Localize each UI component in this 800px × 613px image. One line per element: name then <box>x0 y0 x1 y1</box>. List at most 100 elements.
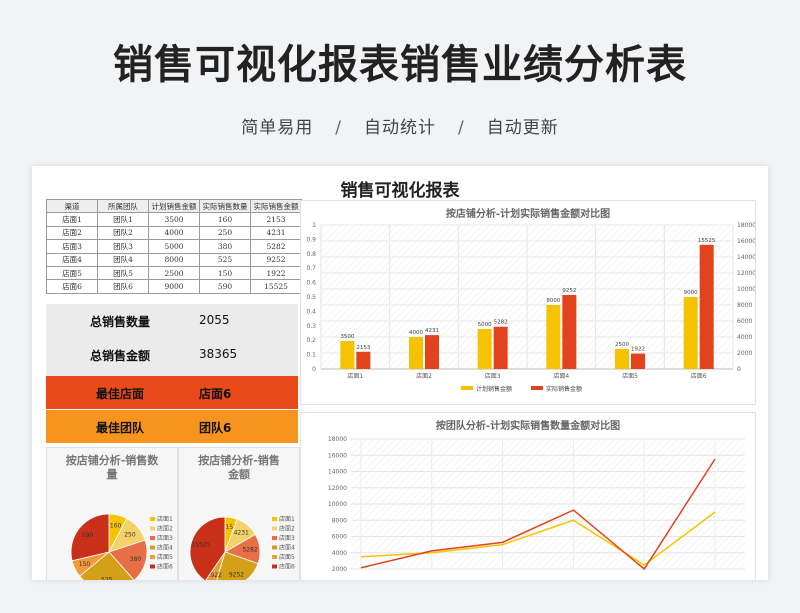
bar-actual <box>699 244 714 369</box>
y-axis-tick: 4000 <box>332 550 347 557</box>
bar-actual <box>631 353 645 369</box>
left-axis-tick: 0.8 <box>306 251 316 258</box>
table-row: 店面2 团队2 4000 250 4231 <box>46 225 302 241</box>
col-header-actual-amount: 实际销售金额 <box>250 198 302 214</box>
cell-plan-amount: 4000 <box>148 225 200 241</box>
left-axis-tick: 0 <box>312 366 316 373</box>
bar-plan <box>340 341 355 369</box>
best-team-label: 最佳团队 <box>96 421 145 435</box>
legend-label: 店面5 <box>157 553 173 561</box>
right-axis-tick: 10000 <box>737 286 755 293</box>
cell-channel: 店面3 <box>46 239 98 254</box>
left-axis-tick: 0.4 <box>306 308 316 315</box>
cell-team: 团队2 <box>97 225 149 241</box>
legend-swatch <box>150 564 155 569</box>
right-axis-tick: 14000 <box>737 254 755 261</box>
x-axis-tick: 店面4 <box>553 372 569 380</box>
report-sheet: 销售可视化报表 渠道 所属团队 计划销售金额 实际销售数量 实际销售金额 店面1… <box>32 166 768 580</box>
bar-actual <box>493 326 508 369</box>
legend-label: 店面1 <box>279 515 295 523</box>
total-qty-value: 2055 <box>199 313 230 327</box>
best-store-value: 店面6 <box>199 387 232 401</box>
bar-data-label: 1922 <box>631 347 645 353</box>
cell-actual-amount: 2153 <box>250 212 302 227</box>
cell-team: 团队4 <box>97 252 149 267</box>
pie-qty-title: 按店铺分析-销售数量 <box>65 454 159 481</box>
bar-data-label: 4000 <box>409 330 423 336</box>
bar-data-label: 5000 <box>478 322 492 328</box>
total-qty-label: 总销售数量 <box>90 315 151 329</box>
legend-swatch <box>150 517 155 521</box>
cell-plan-amount: 2500 <box>148 265 200 281</box>
pie-data-label: 250 <box>124 531 136 538</box>
line-chart: 2000 4000 6000 8000 10000 12000 14000 16000 1800… <box>328 436 745 573</box>
legend-label: 店面2 <box>279 525 295 533</box>
bar-plan <box>409 337 423 369</box>
y-axis-tick: 6000 <box>332 534 347 541</box>
legend-label: 店面4 <box>157 544 173 552</box>
x-axis-tick: 店面6 <box>691 372 707 380</box>
cell-plan-amount: 3500 <box>148 212 200 227</box>
bar-actual <box>356 351 371 369</box>
bar-chart-panel: 按店铺分析-计划实际销售金额对比图 0 0.1 0.2 0.3 0.4 0.5 0.6 0.7… <box>300 200 756 405</box>
summary-panel: 总销售数量 2055 总销售金额 38365 <box>46 304 298 376</box>
bar-data-label: 8000 <box>546 298 560 304</box>
col-header-team: 所属团队 <box>97 198 149 214</box>
right-axis-tick: 2000 <box>737 350 752 357</box>
feature-tags: 简单易用 / 自动统计 / 自动更新 <box>0 113 800 138</box>
y-axis-tick: 14000 <box>328 469 347 476</box>
table-row: 店面4 团队4 8000 525 9252 <box>46 252 302 267</box>
left-axis-tick: 0.1 <box>306 352 316 359</box>
bar-actual <box>562 294 577 369</box>
pie-data-label: 9252 <box>229 571 244 578</box>
line-chart-title: 按团队分析-计划实际销售数量金额对比图 <box>435 421 621 432</box>
table-row: 店面5 团队5 2500 150 1922 <box>46 265 302 281</box>
pie-data-label: 150 <box>79 561 91 568</box>
pie-data-label: 160 <box>110 522 122 529</box>
bar-data-label: 5282 <box>494 320 508 326</box>
bar-plan <box>683 297 698 369</box>
cell-team: 团队5 <box>97 265 149 281</box>
left-axis-tick: 0.3 <box>306 323 316 330</box>
bar-data-label: 2500 <box>615 342 629 348</box>
legend-swatch <box>272 555 277 559</box>
pie-slice <box>205 551 226 580</box>
y-axis-tick: 12000 <box>328 485 347 492</box>
bar-plan <box>546 305 561 369</box>
legend-swatch <box>150 545 155 550</box>
pie-data-label: 525 <box>101 576 113 580</box>
pie-data-label: 15525 <box>191 542 210 549</box>
pie-data-label: 2153 <box>222 524 237 531</box>
legend-label: 店面3 <box>157 534 173 542</box>
bar-data-label: 9252 <box>562 288 576 294</box>
y-axis-tick: 2000 <box>332 566 347 573</box>
cell-actual-amount: 4231 <box>250 225 302 241</box>
line-series-actual <box>360 458 716 571</box>
cell-actual-qty: 150 <box>199 265 251 281</box>
left-axis-tick: 0.7 <box>306 265 316 272</box>
x-axis-tick: 店面2 <box>416 372 432 380</box>
pie-slice <box>108 539 148 580</box>
y-axis-tick: 10000 <box>328 501 347 508</box>
bar-data-label: 4231 <box>425 328 439 334</box>
best-store-label: 最佳店面 <box>96 387 145 401</box>
pie-slice <box>79 551 135 580</box>
bar-actual <box>425 335 439 369</box>
pie-data-label: 1922 <box>207 572 222 579</box>
pie-slice <box>216 551 259 580</box>
cell-plan-amount: 9000 <box>148 279 200 294</box>
col-header-plan-amount: 计划销售金额 <box>148 198 200 214</box>
pie-data-label: 590 <box>82 532 94 539</box>
legend-label: 店面4 <box>279 544 295 552</box>
table-row: 店面6 团队6 9000 590 15525 <box>46 279 302 294</box>
legend-swatch <box>150 555 155 559</box>
table-row: 店面1 团队1 3500 160 2153 <box>46 212 302 227</box>
left-axis-tick: 0.6 <box>306 280 316 287</box>
legend-swatch <box>150 526 155 531</box>
legend-swatch <box>272 536 277 540</box>
y-axis-tick: 18000 <box>328 436 347 443</box>
x-axis-tick: 店面5 <box>622 372 638 380</box>
legend-swatch <box>272 545 277 550</box>
